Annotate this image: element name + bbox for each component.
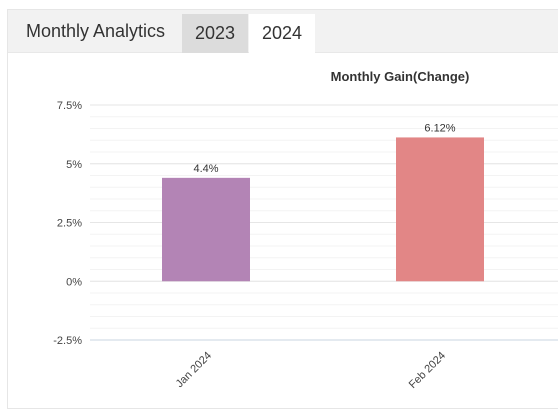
- y-tick-label: 0%: [66, 276, 82, 288]
- gridlines: [90, 104, 558, 341]
- tab-2024[interactable]: 2024: [249, 14, 315, 54]
- chart-title: Monthly Gain(Change): [331, 69, 470, 84]
- y-tick-label: 2.5%: [57, 218, 82, 230]
- bar-data-label: 4.4%: [193, 163, 218, 175]
- tab-2023[interactable]: 2023: [182, 14, 248, 53]
- panel-header: Monthly Analytics 2023 2024: [8, 10, 558, 54]
- y-tick-label: 5%: [66, 159, 82, 171]
- bar-1[interactable]: [162, 177, 250, 282]
- x-tick-label: Feb 2024: [407, 350, 448, 391]
- y-axis: 7.5% 5% 2.5% 0% -2.5%: [53, 100, 82, 347]
- x-tick-label: Jan 2024: [174, 350, 214, 390]
- x-axis: Jan 2024 Feb 2024: [174, 350, 448, 391]
- bar-2[interactable]: [396, 137, 484, 282]
- y-tick-label: 7.5%: [57, 100, 82, 112]
- bars: 4.4% 6.12%: [162, 122, 484, 282]
- y-tick-label: -2.5%: [53, 335, 82, 347]
- panel-title: Monthly Analytics: [26, 21, 166, 41]
- bar-data-label: 6.12%: [424, 122, 455, 134]
